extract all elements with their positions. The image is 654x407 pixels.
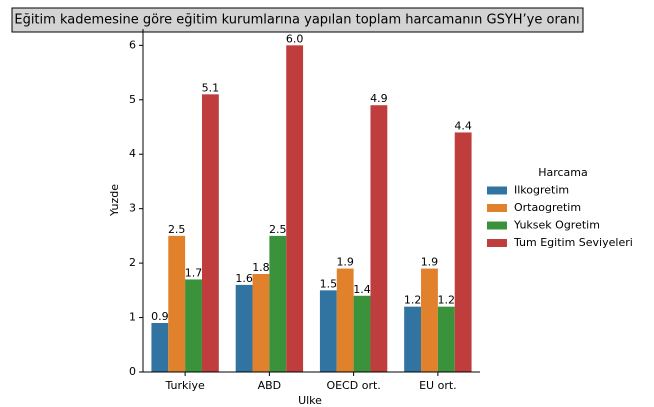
bar xyxy=(252,274,270,372)
bar xyxy=(168,235,186,372)
bar xyxy=(454,132,472,372)
bar xyxy=(151,323,169,372)
bar xyxy=(421,268,438,372)
value-label: 1.6 xyxy=(235,272,253,285)
legend-swatch xyxy=(487,221,507,230)
x-tick-label: Turkiye xyxy=(165,379,205,392)
legend-swatch xyxy=(487,204,507,212)
y-tick-label: 1 xyxy=(129,311,136,324)
title-box xyxy=(11,7,584,33)
bar xyxy=(269,235,287,372)
bar xyxy=(185,279,202,372)
value-label: 4.9 xyxy=(370,92,388,105)
value-label: 2.5 xyxy=(168,223,186,236)
bar xyxy=(235,284,253,372)
bar xyxy=(370,105,388,372)
value-label: 6.0 xyxy=(286,32,304,45)
value-label: 0.9 xyxy=(151,310,169,323)
bar xyxy=(404,306,422,372)
bar xyxy=(286,45,304,372)
y-tick-label: 3 xyxy=(129,202,136,215)
x-tick-label: OECD ort. xyxy=(326,379,380,392)
legend-label: Ortaogretim xyxy=(514,201,581,214)
legend-label: Ilkogretim xyxy=(514,184,569,197)
value-label: 1.7 xyxy=(185,266,203,279)
y-tick-label: 2 xyxy=(129,256,136,269)
y-tick-label: 5 xyxy=(129,93,136,106)
bar xyxy=(336,268,354,372)
x-tick-label: EU ort. xyxy=(419,379,457,392)
y-tick-label: 6 xyxy=(129,38,136,51)
value-label: 1.2 xyxy=(404,294,422,307)
value-label: 1.5 xyxy=(320,277,338,290)
legend-swatch xyxy=(487,186,507,195)
value-label: 5.1 xyxy=(202,81,220,94)
value-label: 1.9 xyxy=(336,256,354,269)
value-label: 1.2 xyxy=(438,294,456,307)
y-axis-label: Yuzde xyxy=(108,184,121,217)
y-tick-label: 4 xyxy=(129,147,136,160)
value-label: 1.8 xyxy=(252,261,270,274)
bar xyxy=(319,290,337,372)
y-tick-label: 0 xyxy=(129,365,136,378)
bar xyxy=(201,94,219,372)
legend-swatch xyxy=(487,239,507,247)
legend-label: Tum Egitim Seviyeleri xyxy=(513,236,633,249)
x-axis-label: Ulke xyxy=(298,394,322,407)
chart-title: Eğitim kademesine göre eğitim kurumların… xyxy=(14,13,579,28)
legend-title: Harcama xyxy=(538,166,588,179)
value-label: 1.9 xyxy=(421,256,439,269)
bar xyxy=(437,306,455,372)
legend-label: Yuksek Ogretim xyxy=(513,219,600,232)
value-label: 4.4 xyxy=(454,119,472,132)
x-tick-label: ABD xyxy=(258,379,282,392)
value-label: 2.5 xyxy=(269,223,287,236)
value-label: 1.4 xyxy=(353,283,371,296)
bar xyxy=(353,295,371,372)
